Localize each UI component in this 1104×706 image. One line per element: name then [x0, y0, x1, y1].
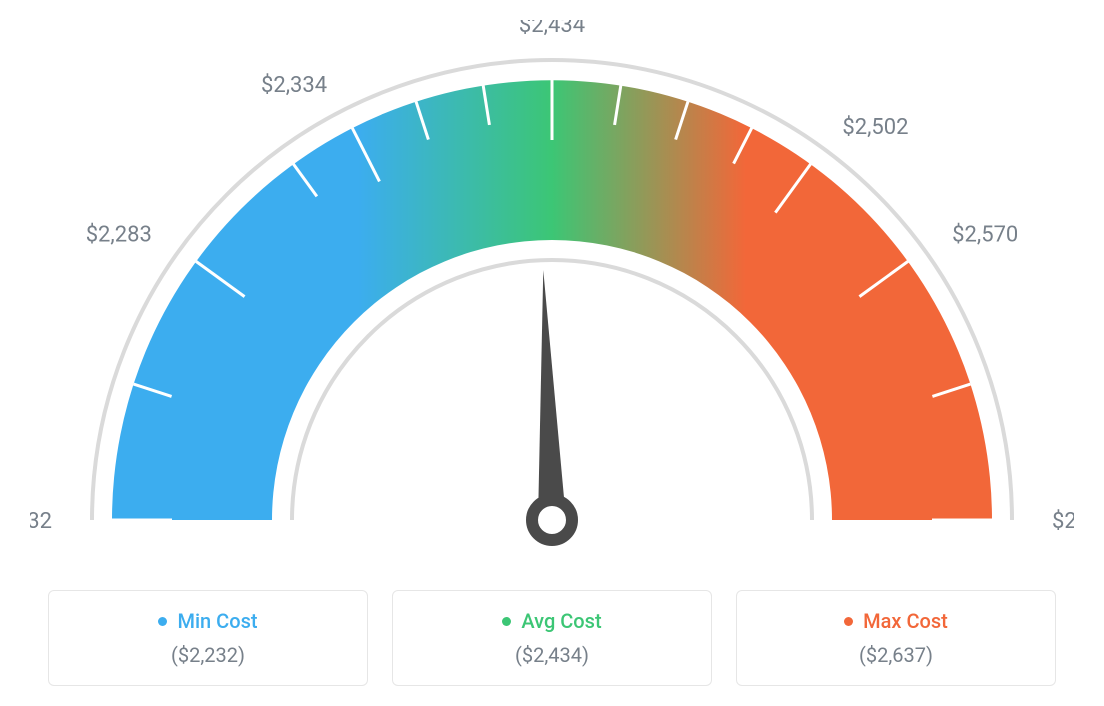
legend-min-label: Min Cost: [158, 609, 257, 633]
legend-max-value: ($2,637): [757, 643, 1035, 667]
gauge-tick-label: $2,334: [261, 73, 327, 98]
dot-icon: [158, 617, 167, 626]
legend-row: Min Cost ($2,232) Avg Cost ($2,434) Max …: [30, 590, 1074, 686]
gauge-needle: [532, 270, 572, 540]
gauge-tick-label: $2,434: [519, 20, 585, 38]
gauge-container: $2,232 $2,283 $2,334 $2,434 $2,502 $2,570 $2,6…: [30, 20, 1074, 560]
gauge-tick-label: $2,283: [86, 223, 152, 248]
gauge-tick-label: $2,502: [842, 115, 908, 140]
legend-avg-value: ($2,434): [413, 643, 691, 667]
legend-avg-label: Avg Cost: [502, 609, 601, 633]
legend-max-label: Max Cost: [844, 609, 948, 633]
legend-max-text: Max Cost: [863, 609, 948, 633]
gauge-tick-label: $2,637: [1052, 509, 1074, 534]
legend-avg-card: Avg Cost ($2,434): [392, 590, 712, 686]
gauge-tick-label: $2,570: [952, 223, 1018, 248]
legend-min-text: Min Cost: [177, 609, 257, 633]
legend-avg-text: Avg Cost: [521, 609, 601, 633]
gauge-tick-label: $2,232: [30, 509, 52, 534]
legend-min-card: Min Cost ($2,232): [48, 590, 368, 686]
legend-max-card: Max Cost ($2,637): [736, 590, 1056, 686]
dot-icon: [502, 617, 511, 626]
gauge-chart: $2,232 $2,283 $2,334 $2,434 $2,502 $2,570 $2,6…: [30, 20, 1074, 560]
legend-min-value: ($2,232): [69, 643, 347, 667]
dot-icon: [844, 617, 853, 626]
